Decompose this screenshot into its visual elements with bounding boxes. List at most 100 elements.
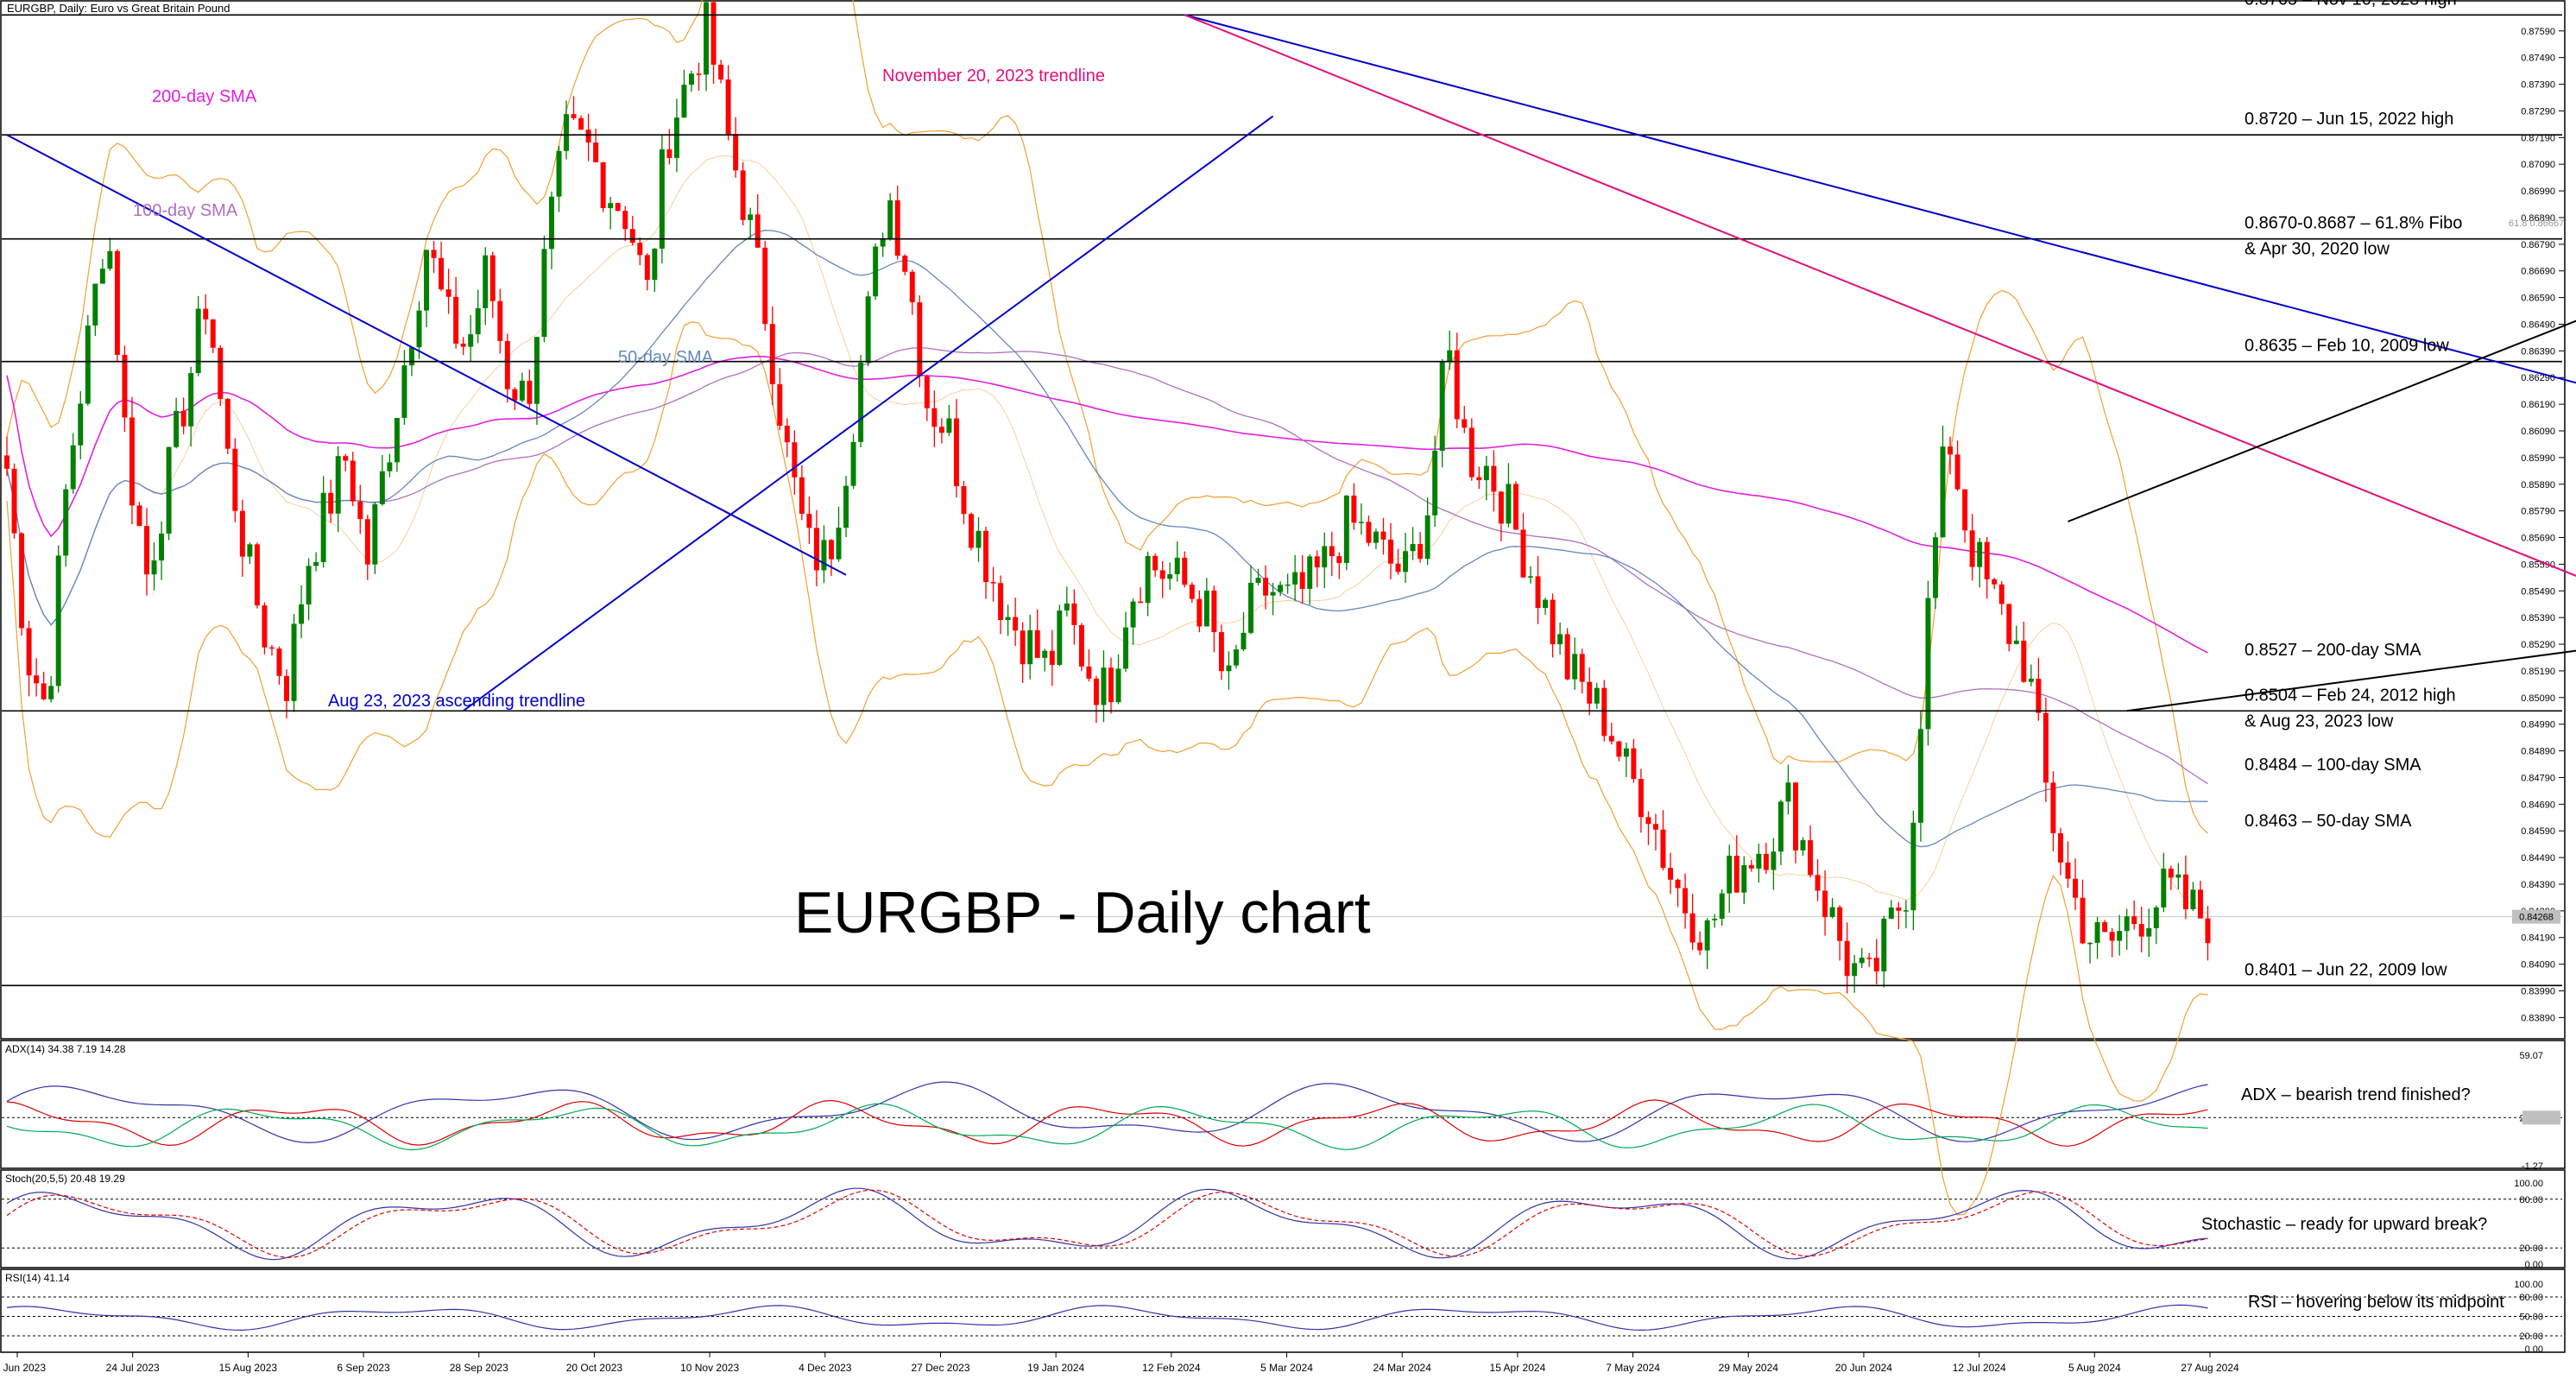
- nov-high-trendline: [1184, 14, 2576, 384]
- time-tick-label: 15 Aug 2023: [219, 1362, 278, 1374]
- candle-body: [1719, 893, 1725, 919]
- price-tick-label: 0.86090: [2521, 427, 2555, 437]
- candle-body: [548, 196, 554, 250]
- candle-body: [445, 289, 451, 297]
- time-tick-label: 20 Oct 2023: [566, 1362, 623, 1374]
- time-tick-label: 12 Jul 2024: [1953, 1362, 2006, 1374]
- candle-body: [1844, 940, 1850, 977]
- candle-body: [710, 2, 717, 65]
- price-tick-label: 0.85690: [2521, 534, 2555, 544]
- price-tick-label: 0.84590: [2521, 826, 2555, 837]
- candle-body: [2146, 927, 2152, 937]
- time-tick-label: 7 May 2024: [1606, 1362, 1660, 1374]
- price-tick-label: 0.83890: [2521, 1013, 2555, 1023]
- candle-body: [1203, 590, 1209, 627]
- candle-body: [1167, 574, 1173, 579]
- sma200-line: [6, 355, 2208, 654]
- level-label: 0.8504 – Feb 24, 2012 high: [2245, 686, 2456, 705]
- candle-body: [1182, 557, 1188, 585]
- candle-body: [608, 203, 614, 209]
- candle-body: [195, 308, 201, 374]
- candle-body: [644, 255, 650, 281]
- adx-tick-label: -1.27: [2522, 1161, 2543, 1172]
- candle-body: [1948, 446, 1954, 455]
- candle-body: [725, 79, 731, 135]
- candle-body: [1645, 817, 1651, 825]
- candle-body: [1733, 856, 1739, 893]
- time-tick-label: 5 Mar 2024: [1260, 1362, 1313, 1374]
- price-tick-label: 0.85190: [2521, 667, 2555, 677]
- chart-watermark: EURGBP - Daily chart: [794, 880, 1371, 946]
- candle-body: [564, 114, 570, 151]
- candle-body: [1704, 920, 1710, 951]
- candle-body: [1925, 598, 1931, 730]
- candle-body: [357, 501, 363, 520]
- sma-level-label: 0.8463 – 50-day SMA: [2245, 812, 2412, 831]
- candle-body: [541, 249, 547, 338]
- candle-body: [1800, 840, 1806, 851]
- price-tick-label: 0.84990: [2521, 720, 2555, 731]
- candle-body: [1837, 907, 1843, 941]
- candle-body: [136, 505, 142, 527]
- candle-body: [262, 605, 268, 648]
- trendlines: [6, 14, 2576, 712]
- price-tick-label: 0.86890: [2521, 213, 2555, 224]
- time-tick-label: 5 Aug 2024: [2068, 1362, 2121, 1374]
- price-tick-label: 0.86390: [2521, 346, 2555, 357]
- candle-body: [1424, 515, 1430, 560]
- candle-body: [1998, 584, 2005, 604]
- candle-body: [1587, 681, 1593, 704]
- candle-body: [1027, 629, 1033, 665]
- candle-body: [2013, 640, 2019, 644]
- candle-body: [401, 365, 407, 419]
- candle-body: [1984, 541, 1990, 579]
- candle-body: [2182, 874, 2188, 909]
- sma50-line: [6, 230, 2208, 848]
- price-tick-label: 0.84190: [2521, 933, 2555, 944]
- candle-body: [159, 533, 165, 561]
- candle-body: [1366, 522, 1372, 543]
- candle-body: [276, 648, 282, 676]
- candle-body: [836, 528, 842, 560]
- adx-main-line: [6, 1081, 2208, 1144]
- candle-body: [1285, 584, 1291, 586]
- price-tick-label: 0.84090: [2521, 960, 2555, 971]
- candle-body: [1954, 454, 1960, 490]
- price-tick-label: 0.85490: [2521, 586, 2555, 597]
- candle-body: [652, 248, 658, 281]
- candle-body: [379, 471, 385, 504]
- candle-body: [2124, 916, 2130, 932]
- candle-body: [453, 296, 459, 344]
- candle-body: [1174, 557, 1180, 575]
- candle-body: [704, 2, 710, 75]
- candle-body: [232, 448, 238, 511]
- candle-body: [92, 283, 98, 326]
- candle-body: [917, 302, 923, 376]
- bollinger-lower: [6, 321, 2208, 1216]
- price-tick-label: 0.87490: [2521, 54, 2555, 64]
- candle-body: [431, 250, 437, 258]
- candle-body: [1579, 654, 1585, 682]
- wedge-upper-line: [2068, 319, 2576, 522]
- price-tick-label: 0.85290: [2521, 640, 2555, 650]
- candle-body: [2036, 678, 2042, 713]
- candle-body: [865, 296, 871, 363]
- candle-body: [615, 203, 621, 212]
- candle-body: [1462, 419, 1468, 428]
- price-tick-label: 0.87590: [2521, 27, 2555, 37]
- price-axis: 0.87590 0.87490 0.87390 0.87290 0.87190 0.870…: [2, 27, 2564, 1023]
- candle-body: [1432, 451, 1438, 516]
- candle-body: [1506, 484, 1512, 524]
- candle-body: [998, 583, 1004, 620]
- candle-body: [1829, 907, 1835, 917]
- candle-body: [1594, 687, 1600, 704]
- time-tick-label: 20 Jun 2024: [1835, 1362, 1892, 1374]
- rsi-panel-frame: [0, 1268, 2566, 1353]
- candle-body: [1771, 851, 1777, 870]
- candle-body: [1815, 875, 1821, 891]
- candle-body: [748, 214, 754, 220]
- candle-body: [1660, 829, 1666, 869]
- candle-body: [313, 561, 319, 566]
- price-tick-label: 0.84390: [2521, 880, 2555, 890]
- candle-body: [1608, 736, 1614, 742]
